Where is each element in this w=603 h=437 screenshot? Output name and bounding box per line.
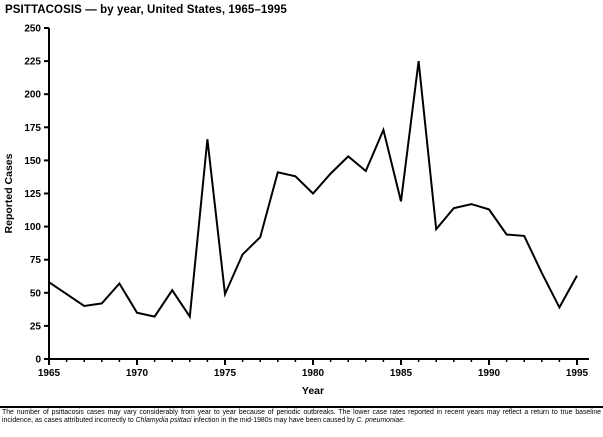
y-tick-label: 250 xyxy=(24,24,41,35)
y-tick-label: 75 xyxy=(30,255,42,266)
y-tick-label: 100 xyxy=(24,222,41,233)
footnote-divider xyxy=(0,406,603,408)
y-tick-label: 225 xyxy=(24,57,41,68)
x-axis-title: Year xyxy=(302,385,324,397)
species-name: C. pneumoniae xyxy=(356,416,404,424)
y-tick-label: 50 xyxy=(30,288,42,299)
x-tick-label: 1975 xyxy=(214,368,237,379)
y-tick-label: 200 xyxy=(24,90,41,101)
data-line xyxy=(48,60,578,320)
footnote: The number of psittacosis cases may vary… xyxy=(2,409,601,425)
y-tick-label: 150 xyxy=(24,156,41,167)
y-axis-title: Reported Cases xyxy=(3,153,15,233)
species-name: Chlamydia psittaci xyxy=(135,416,192,424)
x-tick-label: 1980 xyxy=(302,368,325,379)
x-tick-label: 1990 xyxy=(478,368,501,379)
y-tick-label: 25 xyxy=(30,321,42,332)
chart-title: PSITTACOSIS — by year, United States, 19… xyxy=(5,4,287,16)
x-tick-label: 1970 xyxy=(126,368,149,379)
x-tick-label: 1965 xyxy=(38,368,61,379)
x-tick-label: 1995 xyxy=(566,368,589,379)
y-tick-label: 175 xyxy=(24,123,41,134)
footnote-text: . xyxy=(403,416,405,424)
y-tick-label: 125 xyxy=(24,189,41,200)
footnote-text: infection in the mid-1980s may have been… xyxy=(191,416,357,424)
y-tick-label: 0 xyxy=(35,355,41,366)
footnote-text: The number of psittacosis cases may vary… xyxy=(2,409,601,424)
x-tick-label: 1985 xyxy=(390,368,413,379)
